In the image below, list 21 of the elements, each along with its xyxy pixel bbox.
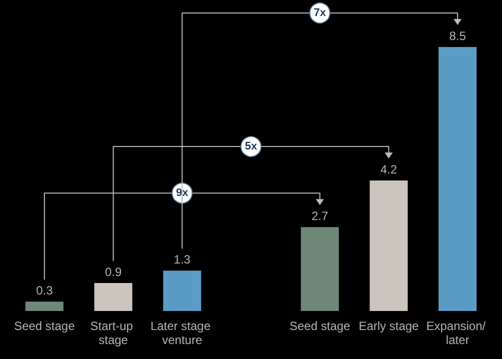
data-label: 4.2 (380, 162, 398, 177)
bar (163, 270, 202, 311)
x-tick-label: Expansion/ later (426, 319, 489, 347)
data-label: 2.7 (312, 209, 329, 224)
x-tick-label: Seed stage (290, 319, 351, 333)
x-tick-label: Start-up stage (90, 319, 136, 347)
x-tick-label: Later stage venture (150, 319, 214, 347)
data-label: 1.3 (174, 252, 191, 267)
bar (25, 302, 64, 311)
text: 7x (314, 7, 327, 19)
bar (438, 47, 477, 311)
x-tick-label: Early stage (358, 319, 420, 333)
annotation: 9x (176, 187, 190, 200)
bar (300, 227, 339, 311)
data-label: 0.9 (104, 265, 122, 280)
bar (94, 283, 132, 311)
x-tick-label: Seed stage (14, 319, 76, 333)
bar (370, 180, 408, 311)
data-label: 0.3 (36, 284, 54, 298)
annotation: 5x (244, 140, 258, 153)
data-label: 8.5 (449, 29, 466, 43)
